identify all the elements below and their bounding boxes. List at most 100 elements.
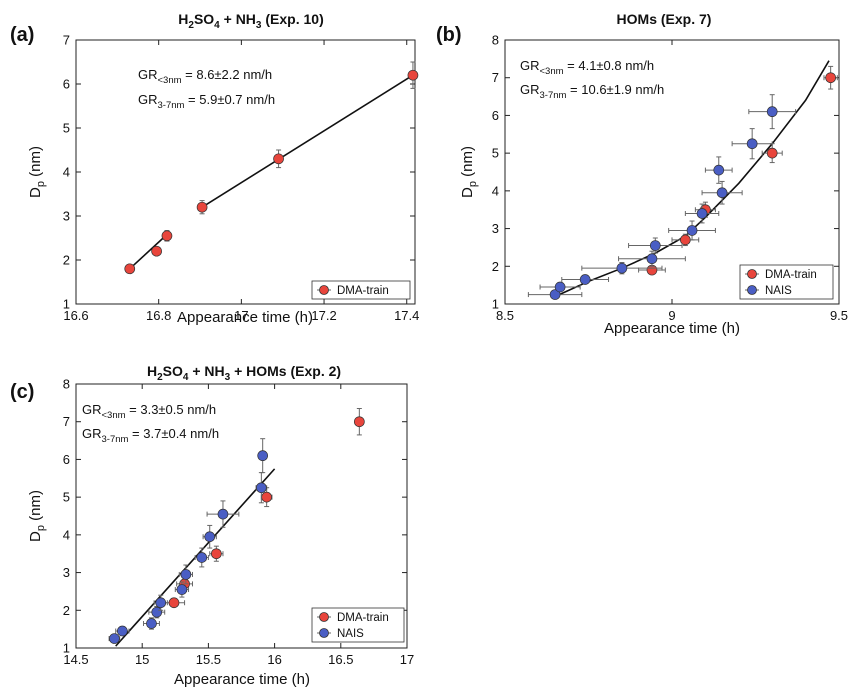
- point-marker: [554, 281, 566, 293]
- y-tick-label: 4: [63, 165, 70, 180]
- data-point: [257, 438, 269, 474]
- legend: DMA-train: [311, 280, 411, 300]
- point-marker: [766, 147, 778, 159]
- y-tick-label: 7: [63, 33, 70, 48]
- y-tick-label: 1: [63, 297, 70, 312]
- y-tick-label: 3: [63, 565, 70, 580]
- y-tick-label: 7: [492, 70, 499, 85]
- point-marker: [549, 289, 561, 300]
- point-marker: [210, 548, 222, 560]
- y-tick-label: 6: [63, 77, 70, 92]
- growth-rate-large: GR3-7nm = 3.7±0.4 nm/h: [82, 426, 219, 445]
- data-point: [668, 220, 716, 241]
- point-marker: [646, 253, 658, 265]
- y-axis-label: Dp (nm): [27, 146, 47, 198]
- data-point: [671, 233, 700, 247]
- legend-label: DMA-train: [765, 269, 817, 281]
- point-marker: [257, 450, 269, 462]
- y-axis-label: Dp (nm): [27, 490, 47, 542]
- growth-rate-small: GR<3nm = 3.3±0.5 nm/h: [82, 402, 216, 421]
- data-point: [174, 581, 190, 598]
- point-marker: [686, 225, 698, 236]
- point-marker: [407, 69, 419, 81]
- axis-ticks: 8.5 9 9.5 1 2 3 4 5 6 7 8: [492, 33, 848, 324]
- y-tick-label: 4: [63, 527, 70, 542]
- growth-rate-small: GR<3nm = 4.1±0.8 nm/h: [520, 58, 654, 77]
- data-point: [209, 545, 224, 562]
- y-tick-label: 1: [492, 297, 499, 312]
- legend: DMA-train NAIS: [739, 264, 834, 300]
- data-point: [178, 564, 194, 585]
- title-part: 2: [188, 20, 194, 31]
- data-point: [684, 203, 720, 224]
- title-part: (Exp. 10): [261, 11, 323, 27]
- y-tick-label: 7: [63, 414, 70, 429]
- title-part: 4: [183, 372, 189, 383]
- y-axis-label: Dp (nm): [459, 146, 479, 198]
- x-tick-label: 16.6: [63, 308, 88, 323]
- y-tick-label: 1: [63, 641, 70, 656]
- data-point: [704, 156, 733, 184]
- panel-tag: (c): [10, 381, 34, 403]
- point-marker: [116, 625, 128, 637]
- point-marker: [196, 201, 208, 213]
- point-marker: [151, 245, 162, 257]
- data-point: [202, 524, 217, 549]
- x-tick-label: 14.5: [63, 652, 88, 667]
- data-point: [115, 625, 130, 637]
- point-marker: [825, 72, 837, 84]
- data-point: [407, 61, 419, 89]
- x-tick-label: 16: [267, 652, 281, 667]
- data-points: [124, 61, 419, 275]
- y-tick-label: 5: [63, 490, 70, 505]
- point-marker: [579, 274, 591, 285]
- y-tick-label: 3: [63, 209, 70, 224]
- data-point: [527, 289, 583, 300]
- x-tick-label: 17.4: [394, 308, 419, 323]
- y-tick-label: 2: [63, 603, 70, 618]
- point-marker: [124, 263, 136, 275]
- data-point: [561, 274, 610, 285]
- data-point: [761, 143, 783, 164]
- data-point: [151, 245, 162, 257]
- plot-frame: [75, 383, 408, 649]
- x-tick-label: 16.8: [146, 308, 171, 323]
- y-tick-label: 5: [63, 121, 70, 136]
- data-point: [731, 128, 773, 160]
- point-marker: [261, 491, 273, 503]
- point-marker: [161, 230, 173, 242]
- x-axis-label: Appearance time (h): [604, 320, 740, 337]
- title-part: + HOMs (Exp. 2): [230, 363, 341, 379]
- x-tick-label: 16.5: [328, 652, 353, 667]
- point-marker: [180, 569, 192, 580]
- data-points: [108, 408, 365, 644]
- x-tick-label: 17: [400, 652, 414, 667]
- data-point: [194, 547, 209, 568]
- title-part: H: [147, 363, 157, 379]
- legend-label: DMA-train: [337, 612, 389, 624]
- fit-lines: [129, 74, 414, 270]
- fit-line: [129, 233, 168, 270]
- title-part: SO: [163, 363, 183, 379]
- x-tick-label: 8.5: [496, 308, 514, 323]
- title-part: SO: [194, 11, 214, 27]
- data-points: [527, 65, 838, 300]
- y-tick-label: 4: [492, 183, 499, 198]
- x-tick-label: 9.5: [830, 308, 848, 323]
- point-marker: [109, 633, 120, 644]
- legend-marker: [319, 285, 329, 295]
- growth-rate-small: GR<3nm = 8.6±2.2 nm/h: [138, 67, 272, 86]
- point-marker: [746, 138, 758, 150]
- y-tick-label: 2: [492, 259, 499, 274]
- x-axis-label: Appearance time (h): [177, 309, 313, 326]
- point-marker: [196, 552, 208, 563]
- data-point: [748, 94, 797, 130]
- point-marker: [151, 606, 163, 618]
- legend-label: DMA-train: [337, 285, 389, 297]
- legend-box: [311, 280, 411, 300]
- x-tick-label: 9: [668, 308, 675, 323]
- data-point: [353, 408, 365, 436]
- legend: DMA-train NAIS: [311, 607, 405, 643]
- point-marker: [273, 153, 284, 165]
